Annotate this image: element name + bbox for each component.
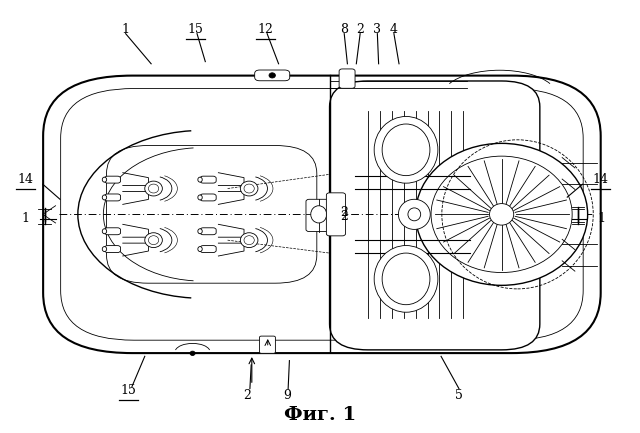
- Ellipse shape: [241, 233, 258, 248]
- Text: 2: 2: [243, 388, 251, 401]
- Ellipse shape: [145, 233, 163, 248]
- FancyBboxPatch shape: [200, 194, 216, 201]
- FancyBboxPatch shape: [326, 193, 346, 236]
- Ellipse shape: [415, 143, 588, 285]
- Text: 1: 1: [122, 23, 130, 36]
- FancyBboxPatch shape: [43, 76, 601, 353]
- Ellipse shape: [148, 184, 159, 193]
- Text: 14: 14: [18, 174, 34, 187]
- FancyBboxPatch shape: [104, 194, 120, 201]
- Ellipse shape: [382, 124, 430, 176]
- Text: 9: 9: [283, 388, 291, 401]
- Ellipse shape: [374, 116, 438, 183]
- Text: 8: 8: [340, 23, 348, 36]
- Text: 3: 3: [373, 23, 381, 36]
- Text: 2: 2: [340, 210, 348, 223]
- FancyBboxPatch shape: [104, 246, 120, 252]
- Ellipse shape: [102, 177, 107, 182]
- FancyBboxPatch shape: [255, 70, 290, 81]
- FancyBboxPatch shape: [104, 176, 120, 183]
- Ellipse shape: [408, 208, 420, 221]
- Ellipse shape: [269, 73, 275, 78]
- Ellipse shape: [244, 236, 254, 245]
- FancyBboxPatch shape: [330, 81, 540, 350]
- Text: 15: 15: [188, 23, 204, 36]
- Ellipse shape: [311, 206, 326, 223]
- Ellipse shape: [102, 229, 107, 234]
- Text: Фиг. 1: Фиг. 1: [284, 406, 356, 424]
- Text: 1: 1: [22, 212, 29, 225]
- Text: 4: 4: [390, 23, 398, 36]
- FancyBboxPatch shape: [259, 336, 275, 353]
- Ellipse shape: [148, 236, 159, 245]
- Ellipse shape: [198, 195, 202, 200]
- Text: 15: 15: [121, 384, 137, 397]
- Ellipse shape: [198, 229, 202, 234]
- Ellipse shape: [241, 181, 258, 196]
- FancyBboxPatch shape: [339, 69, 355, 88]
- Text: 5: 5: [455, 388, 463, 401]
- FancyBboxPatch shape: [306, 199, 332, 232]
- FancyBboxPatch shape: [200, 176, 216, 183]
- Text: 12: 12: [258, 23, 274, 36]
- Ellipse shape: [374, 246, 438, 312]
- Ellipse shape: [102, 247, 107, 252]
- Ellipse shape: [145, 181, 163, 196]
- Ellipse shape: [198, 177, 202, 182]
- Ellipse shape: [382, 253, 430, 305]
- Ellipse shape: [431, 156, 572, 272]
- Ellipse shape: [398, 199, 430, 229]
- Text: 2: 2: [356, 23, 364, 36]
- Text: 14: 14: [593, 174, 609, 187]
- FancyBboxPatch shape: [200, 246, 216, 252]
- Ellipse shape: [198, 247, 202, 252]
- Ellipse shape: [490, 204, 514, 225]
- Ellipse shape: [244, 184, 254, 193]
- Text: 1: 1: [598, 212, 605, 225]
- Ellipse shape: [190, 351, 195, 355]
- Text: 2: 2: [340, 206, 348, 219]
- Ellipse shape: [102, 195, 107, 200]
- FancyBboxPatch shape: [200, 228, 216, 235]
- FancyBboxPatch shape: [104, 228, 120, 235]
